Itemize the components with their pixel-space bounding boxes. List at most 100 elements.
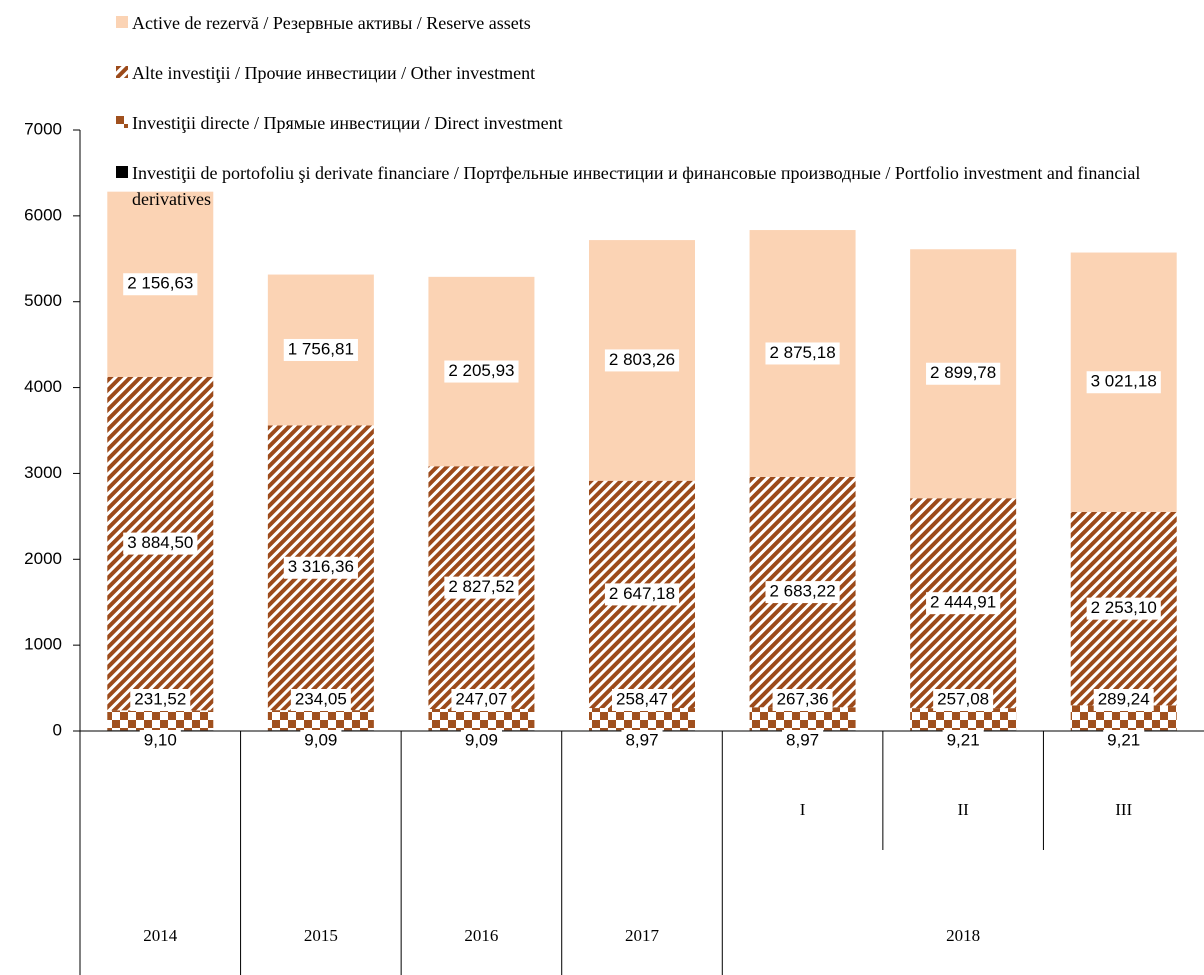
data-label: 289,24 xyxy=(1098,689,1150,708)
data-label-group: 9,09 xyxy=(460,730,502,752)
data-label-bg xyxy=(283,338,358,361)
data-label-group: 1 756,81 xyxy=(283,338,358,361)
data-label-group: 2 647,18 xyxy=(604,583,680,606)
y-tick-label: 1000 xyxy=(24,635,62,654)
data-label-group: 9,09 xyxy=(300,730,342,752)
data-label-group: 2 899,78 xyxy=(926,362,1001,385)
data-label: 9,21 xyxy=(1107,730,1140,749)
x-tick-label: 2015 xyxy=(304,926,338,945)
data-label-group: 289,24 xyxy=(1093,689,1154,711)
bar-segment xyxy=(749,707,856,731)
data-label-bg xyxy=(451,689,512,711)
data-label-group: 231,52 xyxy=(130,689,191,711)
data-label-group: 9,21 xyxy=(942,730,984,752)
legend: Active de rezervă / Резервные активы / R… xyxy=(116,10,1156,236)
data-label-bg xyxy=(1093,689,1154,711)
data-label-group: 2 827,52 xyxy=(444,576,519,599)
legend-label: Active de rezervă / Резервные активы / R… xyxy=(132,13,531,33)
data-label-group: 247,07 xyxy=(451,689,512,711)
x-tick-label: II xyxy=(957,800,969,819)
x-tick-label: I xyxy=(800,800,806,819)
y-tick-label: 4000 xyxy=(24,377,62,396)
data-label: 2 647,18 xyxy=(609,584,675,603)
data-label-bg xyxy=(290,689,351,711)
data-label-bg xyxy=(1086,371,1161,394)
legend-swatch xyxy=(116,16,128,28)
data-label-bg xyxy=(933,689,994,711)
data-label-group: 2 444,91 xyxy=(926,592,1001,615)
x-tick-label: 2017 xyxy=(625,926,660,945)
data-label-bg xyxy=(942,730,984,752)
legend-label: Investiţii de portofoliu şi derivate fin… xyxy=(132,163,1141,209)
data-label-group: 3 884,50 xyxy=(123,532,198,555)
data-label: 2 253,10 xyxy=(1091,598,1157,617)
data-label: 231,52 xyxy=(134,689,186,708)
x-group-label: 2018 xyxy=(946,926,980,945)
data-label-bg xyxy=(300,730,342,752)
data-label-bg xyxy=(604,349,680,372)
data-label: 3 316,36 xyxy=(288,557,354,576)
y-tick-label: 2000 xyxy=(24,549,62,568)
x-tick-label: 2016 xyxy=(464,926,498,945)
legend-swatch xyxy=(116,166,128,178)
data-label: 2 827,52 xyxy=(448,577,514,596)
data-label-bg xyxy=(123,273,198,296)
data-label: 8,97 xyxy=(625,730,658,749)
data-label-bg xyxy=(765,342,840,365)
data-label-group: 8,97 xyxy=(782,730,824,752)
legend-swatch xyxy=(116,66,128,78)
data-label-group: 2 253,10 xyxy=(1086,597,1161,620)
data-label-bg xyxy=(765,581,840,604)
legend-swatch-fill xyxy=(116,116,128,128)
y-tick-label: 6000 xyxy=(24,205,62,224)
data-label: 3 021,18 xyxy=(1091,372,1157,391)
data-label-bg xyxy=(283,556,358,579)
data-label-group: 2 803,26 xyxy=(604,349,680,372)
data-label-bg xyxy=(926,592,1001,615)
data-label: 257,08 xyxy=(937,689,989,708)
data-label-group: 2 683,22 xyxy=(765,581,840,604)
data-label: 2 899,78 xyxy=(930,363,996,382)
data-label-bg xyxy=(782,730,824,752)
data-label-group: 2 205,93 xyxy=(444,360,519,383)
data-label-group: 267,36 xyxy=(772,689,833,711)
y-tick-label: 0 xyxy=(53,720,62,739)
data-label: 2 444,91 xyxy=(930,593,996,612)
data-label: 1 756,81 xyxy=(288,339,354,358)
data-label-bg xyxy=(139,730,181,752)
x-tick-label: III xyxy=(1115,800,1132,819)
data-label-bg xyxy=(604,583,680,606)
data-label-group: 8,97 xyxy=(621,730,663,752)
data-label-bg xyxy=(460,730,502,752)
data-label: 2 156,63 xyxy=(127,274,193,293)
legend-item: Active de rezervă / Резервные активы / R… xyxy=(116,10,1156,36)
legend-swatch xyxy=(116,116,128,128)
data-label: 9,21 xyxy=(947,730,980,749)
data-label: 2 803,26 xyxy=(609,350,675,369)
legend-item: Alte investiţii / Прочие инвестиции / Ot… xyxy=(116,60,1156,86)
data-label-group: 9,21 xyxy=(1103,730,1145,752)
y-tick-label: 7000 xyxy=(24,119,62,138)
data-label-group: 9,10 xyxy=(139,730,181,752)
data-label: 3 884,50 xyxy=(127,533,193,552)
legend-item: Investiţii de portofoliu şi derivate fin… xyxy=(116,160,1156,212)
legend-label: Alte investiţii / Прочие инвестиции / Ot… xyxy=(132,63,536,83)
data-label: 247,07 xyxy=(455,689,507,708)
bar-segment xyxy=(910,708,1017,731)
data-label-group: 3 021,18 xyxy=(1086,371,1161,394)
bar-segment xyxy=(267,710,374,731)
data-label-bg xyxy=(926,362,1001,385)
data-label-group: 2 875,18 xyxy=(765,342,840,365)
data-label-group: 234,05 xyxy=(290,689,351,711)
data-label-bg xyxy=(1086,597,1161,620)
data-label-bg xyxy=(123,532,198,555)
data-label-bg xyxy=(612,689,672,711)
data-label-bg xyxy=(444,576,519,599)
data-label: 258,47 xyxy=(616,689,668,708)
data-label: 8,97 xyxy=(786,730,819,749)
x-tick-label: 2014 xyxy=(143,926,178,945)
data-label-bg xyxy=(130,689,191,711)
data-label: 267,36 xyxy=(777,689,829,708)
